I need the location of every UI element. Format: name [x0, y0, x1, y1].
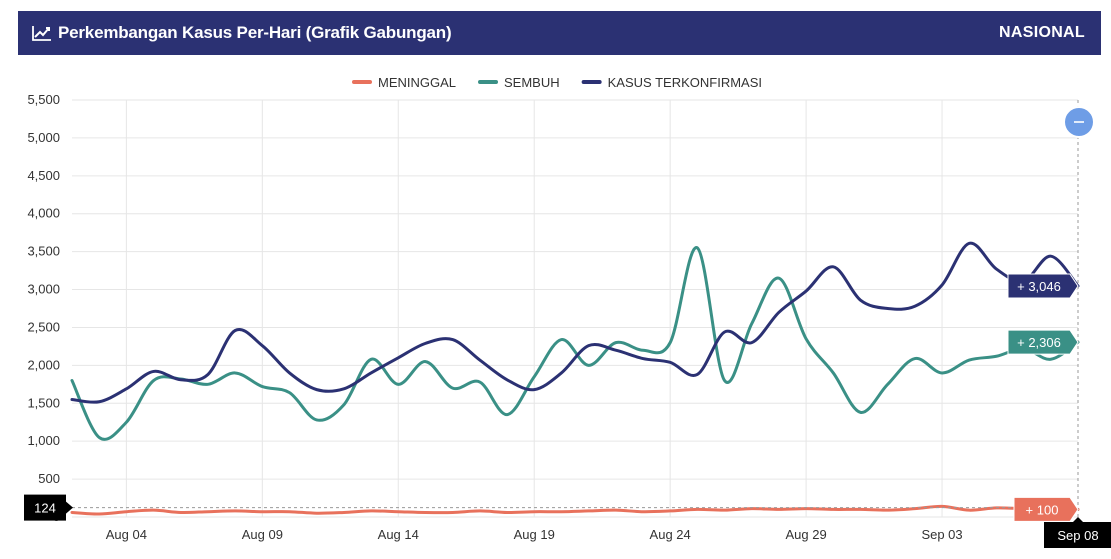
- tooltip-terkonfirmasi: + 3,046: [1007, 273, 1079, 299]
- tooltip-sembuh: + 2,306: [1007, 329, 1079, 355]
- tooltip-text-terkonfirmasi: + 3,046: [1017, 279, 1061, 294]
- x-tick-label: Sep 03: [921, 527, 962, 542]
- y-tick-label: 2,000: [27, 357, 60, 372]
- y-axis: 05001,0001,5002,0002,5003,0003,5004,0004…: [27, 92, 60, 524]
- chart-grid: [72, 99, 1078, 518]
- x-tick-label: Aug 14: [378, 527, 419, 542]
- series-line-meninggal: [70, 504, 1080, 516]
- x-tick-label: Aug 19: [514, 527, 555, 542]
- chart-title-text: Perkembangan Kasus Per-Hari (Grafik Gabu…: [58, 23, 452, 42]
- legend-item-sembuh[interactable]: SEMBUH: [478, 75, 560, 90]
- y-tick-label: 5,500: [27, 92, 60, 107]
- crosshair-y-label-pointer: [66, 501, 73, 514]
- chart-title: Perkembangan Kasus Per-Hari (Grafik Gabu…: [32, 11, 452, 55]
- tooltip-box-meninggal: [1013, 496, 1079, 522]
- y-tick-label: 3,500: [27, 244, 60, 259]
- chart-header: Perkembangan Kasus Per-Hari (Grafik Gabu…: [18, 11, 1101, 55]
- crosshair-x-label: Sep 08: [1044, 517, 1111, 548]
- crosshair-x-label-text: Sep 08: [1057, 528, 1098, 543]
- region-label: NASIONAL: [999, 24, 1085, 41]
- crosshair-y-label: 124: [24, 494, 73, 521]
- x-tick-label: Aug 24: [650, 527, 691, 542]
- crosshair-tooltips: + 3,046 + 2,306 + 100: [1007, 273, 1079, 522]
- series-lines: [70, 241, 1080, 516]
- y-tick-label: 1,000: [27, 433, 60, 448]
- legend-swatch-sembuh: [478, 80, 499, 84]
- legend-item-terkonfirmasi[interactable]: KASUS TERKONFIRMASI: [581, 75, 762, 90]
- zoom-reset-button[interactable]: [1063, 106, 1095, 138]
- line-chart-icon: [32, 26, 51, 41]
- legend-label-sembuh: SEMBUH: [504, 75, 560, 90]
- legend-swatch-terkonfirmasi: [581, 80, 602, 84]
- chart-legend: MENINGGAL SEMBUH KASUS TERKONFIRMASI: [352, 75, 762, 90]
- crosshair: 124 Sep 08: [24, 100, 1111, 548]
- crosshair-y-label-box: [24, 494, 66, 521]
- y-tick-label: 3,000: [27, 282, 60, 297]
- crosshair-y-label-text: 124: [34, 501, 56, 516]
- y-tick-label: 5,000: [27, 130, 60, 145]
- legend-swatch-meninggal: [352, 80, 372, 84]
- tooltip-box-terkonfirmasi: [1007, 273, 1079, 299]
- tooltip-box-sembuh: [1007, 329, 1079, 355]
- y-tick-label: 2,500: [27, 319, 60, 334]
- tooltip-text-sembuh: + 2,306: [1017, 335, 1061, 350]
- series-line-sembuh: [70, 246, 1080, 441]
- x-tick-label: Aug 29: [786, 527, 827, 542]
- x-tick-label: Aug 09: [242, 527, 283, 542]
- x-tick-label: Aug 04: [106, 527, 147, 542]
- legend-label-terkonfirmasi: KASUS TERKONFIRMASI: [608, 75, 762, 90]
- crosshair-x-label-box: [1044, 522, 1111, 548]
- y-tick-label: 4,500: [27, 168, 60, 183]
- crosshair-x-label-pointer: [1073, 517, 1083, 522]
- series-line-terkonfirmasi: [70, 241, 1080, 404]
- combined-line-chart: 05001,0001,5002,0002,5003,0003,5004,0004…: [24, 75, 1111, 548]
- y-tick-label: 4,000: [27, 206, 60, 221]
- tooltip-text-meninggal: + 100: [1026, 502, 1059, 517]
- y-tick-label: 1,500: [27, 395, 60, 410]
- y-tick-label: 500: [38, 471, 60, 486]
- x-axis: Aug 04 Aug 09 Aug 14 Aug 19 Aug 24 Aug 29 Sep …: [106, 527, 963, 542]
- legend-item-meninggal[interactable]: MENINGGAL: [352, 75, 456, 90]
- legend-label-meninggal: MENINGGAL: [378, 75, 456, 90]
- tooltip-meninggal: + 100: [1013, 496, 1079, 522]
